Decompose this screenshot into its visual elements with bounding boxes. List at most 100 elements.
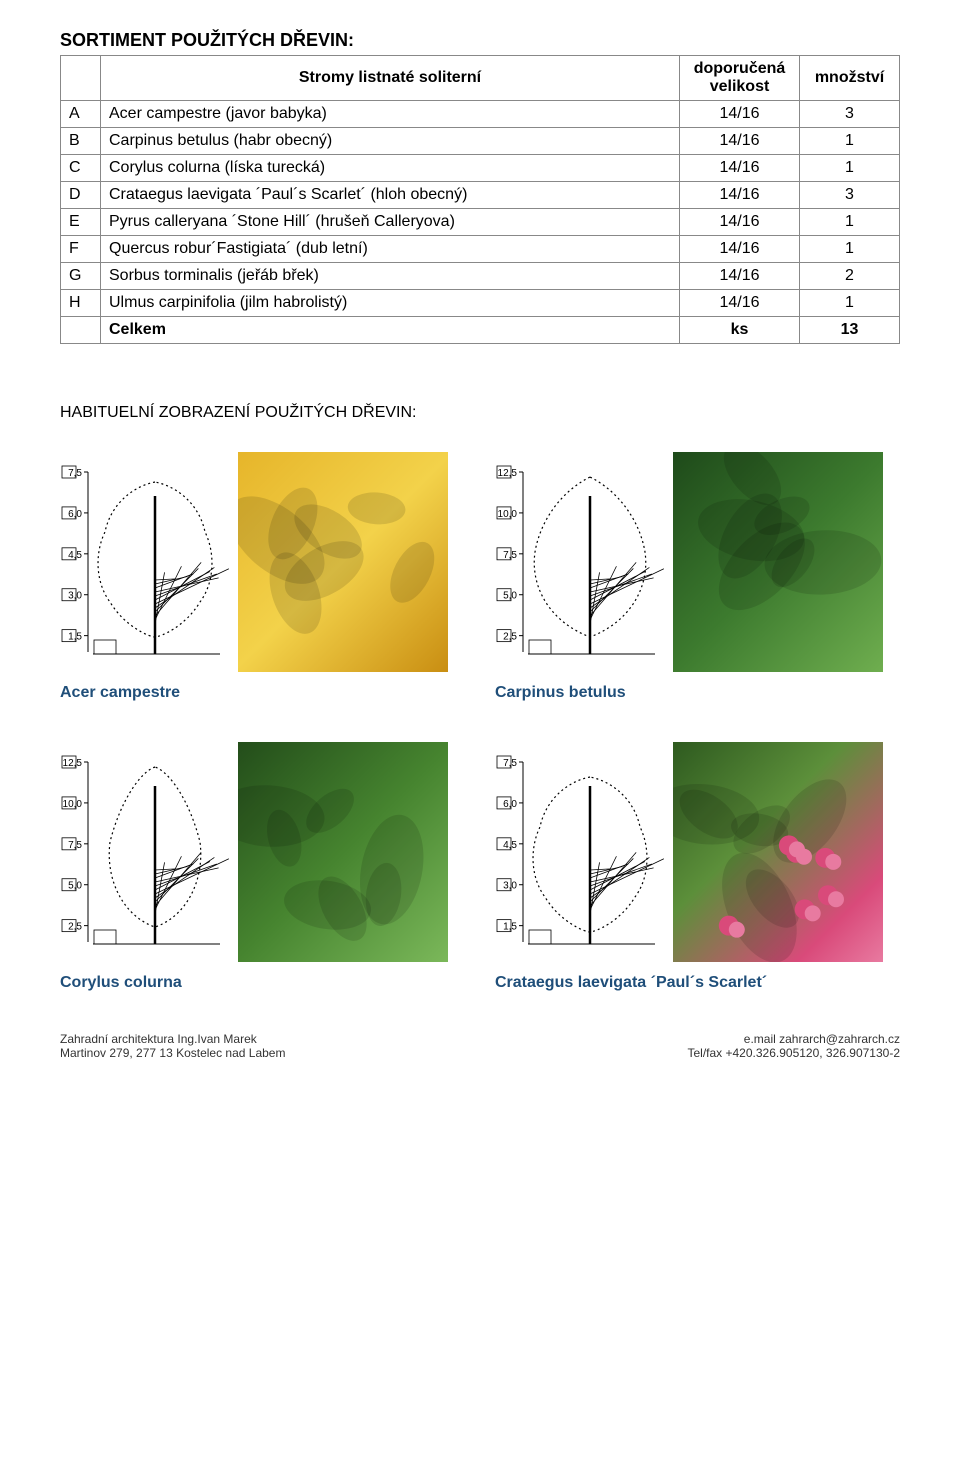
total-unit: ks (680, 317, 800, 344)
svg-text:7,5: 7,5 (68, 468, 82, 479)
cell-qty: 1 (800, 209, 900, 236)
cell-qty: 1 (800, 236, 900, 263)
tree-block: 7,5 6,0 4,5 3,0 1,5 (495, 742, 900, 962)
tree-diagram: 12,5 10,0 7,5 5,0 2,5 (60, 742, 230, 962)
cell-code: A (61, 101, 101, 128)
tree-row: 12,5 10,0 7,5 5,0 2,5 7,5 6,0 4,5 3,0 1,5 (60, 742, 900, 962)
tree-diagram-svg: 12,5 10,0 7,5 5,0 2,5 (495, 452, 665, 672)
th-code (61, 56, 101, 101)
tree-diagram-svg: 12,5 10,0 7,5 5,0 2,5 (60, 742, 230, 962)
tree-block: 12,5 10,0 7,5 5,0 2,5 (495, 452, 900, 672)
species-table: Stromy listnaté soliterní doporučená vel… (60, 55, 900, 344)
cell-code: F (61, 236, 101, 263)
svg-text:6,0: 6,0 (68, 509, 82, 520)
cell-name: Corylus colurna (líska turecká) (101, 155, 680, 182)
svg-text:12,5: 12,5 (63, 758, 83, 769)
total-qty: 13 (800, 317, 900, 344)
cell-qty: 2 (800, 263, 900, 290)
cell-size: 14/16 (680, 128, 800, 155)
svg-text:1,5: 1,5 (68, 632, 82, 643)
tree-diagram-svg: 7,5 6,0 4,5 3,0 1,5 (495, 742, 665, 962)
footer-right-2: Tel/fax +420.326.905120, 326.907130-2 (687, 1046, 900, 1060)
table-row: FQuercus robur´Fastigiata´ (dub letní)14… (61, 236, 900, 263)
cell-size: 14/16 (680, 182, 800, 209)
cell-size: 14/16 (680, 209, 800, 236)
svg-text:1,5: 1,5 (503, 922, 517, 933)
tree-block: 12,5 10,0 7,5 5,0 2,5 (60, 742, 465, 962)
cell-size: 14/16 (680, 155, 800, 182)
total-label: Celkem (101, 317, 680, 344)
th-qty: množství (800, 56, 900, 101)
cell-qty: 1 (800, 128, 900, 155)
cell-name: Pyrus calleryana ´Stone Hill´ (hrušeň Ca… (101, 209, 680, 236)
cell-code: C (61, 155, 101, 182)
svg-text:4,5: 4,5 (503, 840, 517, 851)
cell-size: 14/16 (680, 101, 800, 128)
cell-name: Acer campestre (javor babyka) (101, 101, 680, 128)
cell-name: Ulmus carpinifolia (jilm habrolistý) (101, 290, 680, 317)
cell-qty: 3 (800, 101, 900, 128)
tree-photo (673, 452, 883, 672)
footer-right-1: e.mail zahrarch@zahrarch.cz (687, 1032, 900, 1046)
cell-code: G (61, 263, 101, 290)
table-row: GSorbus torminalis (jeřáb břek)14/162 (61, 263, 900, 290)
th-name: Stromy listnaté soliterní (101, 56, 680, 101)
tree-block: 7,5 6,0 4,5 3,0 1,5 (60, 452, 465, 672)
table-row: DCrataegus laevigata ´Paul´s Scarlet´ (h… (61, 182, 900, 209)
footer-left-2: Martinov 279, 277 13 Kostelec nad Labem (60, 1046, 285, 1060)
tree-caption: Corylus colurna (60, 974, 465, 992)
cell-name: Crataegus laevigata ´Paul´s Scarlet´ (hl… (101, 182, 680, 209)
svg-text:3,0: 3,0 (68, 591, 82, 602)
cell-code: H (61, 290, 101, 317)
svg-text:6,0: 6,0 (503, 799, 517, 810)
tree-photo (238, 742, 448, 962)
tree-caption: Carpinus betulus (495, 684, 900, 702)
cell-code: D (61, 182, 101, 209)
table-row: AAcer campestre (javor babyka)14/163 (61, 101, 900, 128)
svg-text:2,5: 2,5 (503, 632, 517, 643)
tree-diagram: 12,5 10,0 7,5 5,0 2,5 (495, 452, 665, 672)
svg-text:7,5: 7,5 (503, 758, 517, 769)
svg-text:5,0: 5,0 (503, 591, 517, 602)
tree-diagram: 7,5 6,0 4,5 3,0 1,5 (495, 742, 665, 962)
svg-text:3,0: 3,0 (503, 881, 517, 892)
cell-qty: 3 (800, 182, 900, 209)
svg-text:10,0: 10,0 (63, 799, 83, 810)
caption-row: Acer campestre Carpinus betulus (60, 684, 900, 702)
cell-code: B (61, 128, 101, 155)
cell-name: Carpinus betulus (habr obecný) (101, 128, 680, 155)
svg-text:12,5: 12,5 (498, 468, 518, 479)
tree-photo (673, 742, 883, 962)
tree-photo (238, 452, 448, 672)
table-row: BCarpinus betulus (habr obecný)14/161 (61, 128, 900, 155)
cell-qty: 1 (800, 155, 900, 182)
th-size: doporučená velikost (680, 56, 800, 101)
svg-text:5,0: 5,0 (68, 881, 82, 892)
footer-left-1: Zahradní architektura Ing.Ivan Marek (60, 1032, 285, 1046)
table-total-row: Celkemks13 (61, 317, 900, 344)
cell-size: 14/16 (680, 236, 800, 263)
tree-caption: Crataegus laevigata ´Paul´s Scarlet´ (495, 974, 900, 992)
svg-text:10,0: 10,0 (498, 509, 518, 520)
tree-diagram: 7,5 6,0 4,5 3,0 1,5 (60, 452, 230, 672)
cell-size: 14/16 (680, 263, 800, 290)
table-row: CCorylus colurna (líska turecká)14/161 (61, 155, 900, 182)
svg-text:7,5: 7,5 (68, 840, 82, 851)
footer: Zahradní architektura Ing.Ivan Marek Mar… (60, 1032, 900, 1060)
cell-qty: 1 (800, 290, 900, 317)
table-row: EPyrus calleryana ´Stone Hill´ (hrušeň C… (61, 209, 900, 236)
table-row: HUlmus carpinifolia (jilm habrolistý)14/… (61, 290, 900, 317)
tree-caption: Acer campestre (60, 684, 465, 702)
tree-row: 7,5 6,0 4,5 3,0 1,5 12,5 10,0 7,5 5,0 2,5 (60, 452, 900, 672)
cell-name: Quercus robur´Fastigiata´ (dub letní) (101, 236, 680, 263)
svg-text:2,5: 2,5 (68, 922, 82, 933)
svg-text:7,5: 7,5 (503, 550, 517, 561)
section-heading: HABITUELNÍ ZOBRAZENÍ POUŽITÝCH DŘEVIN: (60, 404, 900, 422)
caption-row: Corylus colurna Crataegus laevigata ´Paul… (60, 974, 900, 992)
cell-code: E (61, 209, 101, 236)
page-title: SORTIMENT POUŽITÝCH DŘEVIN: (60, 30, 900, 51)
tree-diagram-svg: 7,5 6,0 4,5 3,0 1,5 (60, 452, 230, 672)
svg-text:4,5: 4,5 (68, 550, 82, 561)
cell-name: Sorbus torminalis (jeřáb břek) (101, 263, 680, 290)
cell-size: 14/16 (680, 290, 800, 317)
